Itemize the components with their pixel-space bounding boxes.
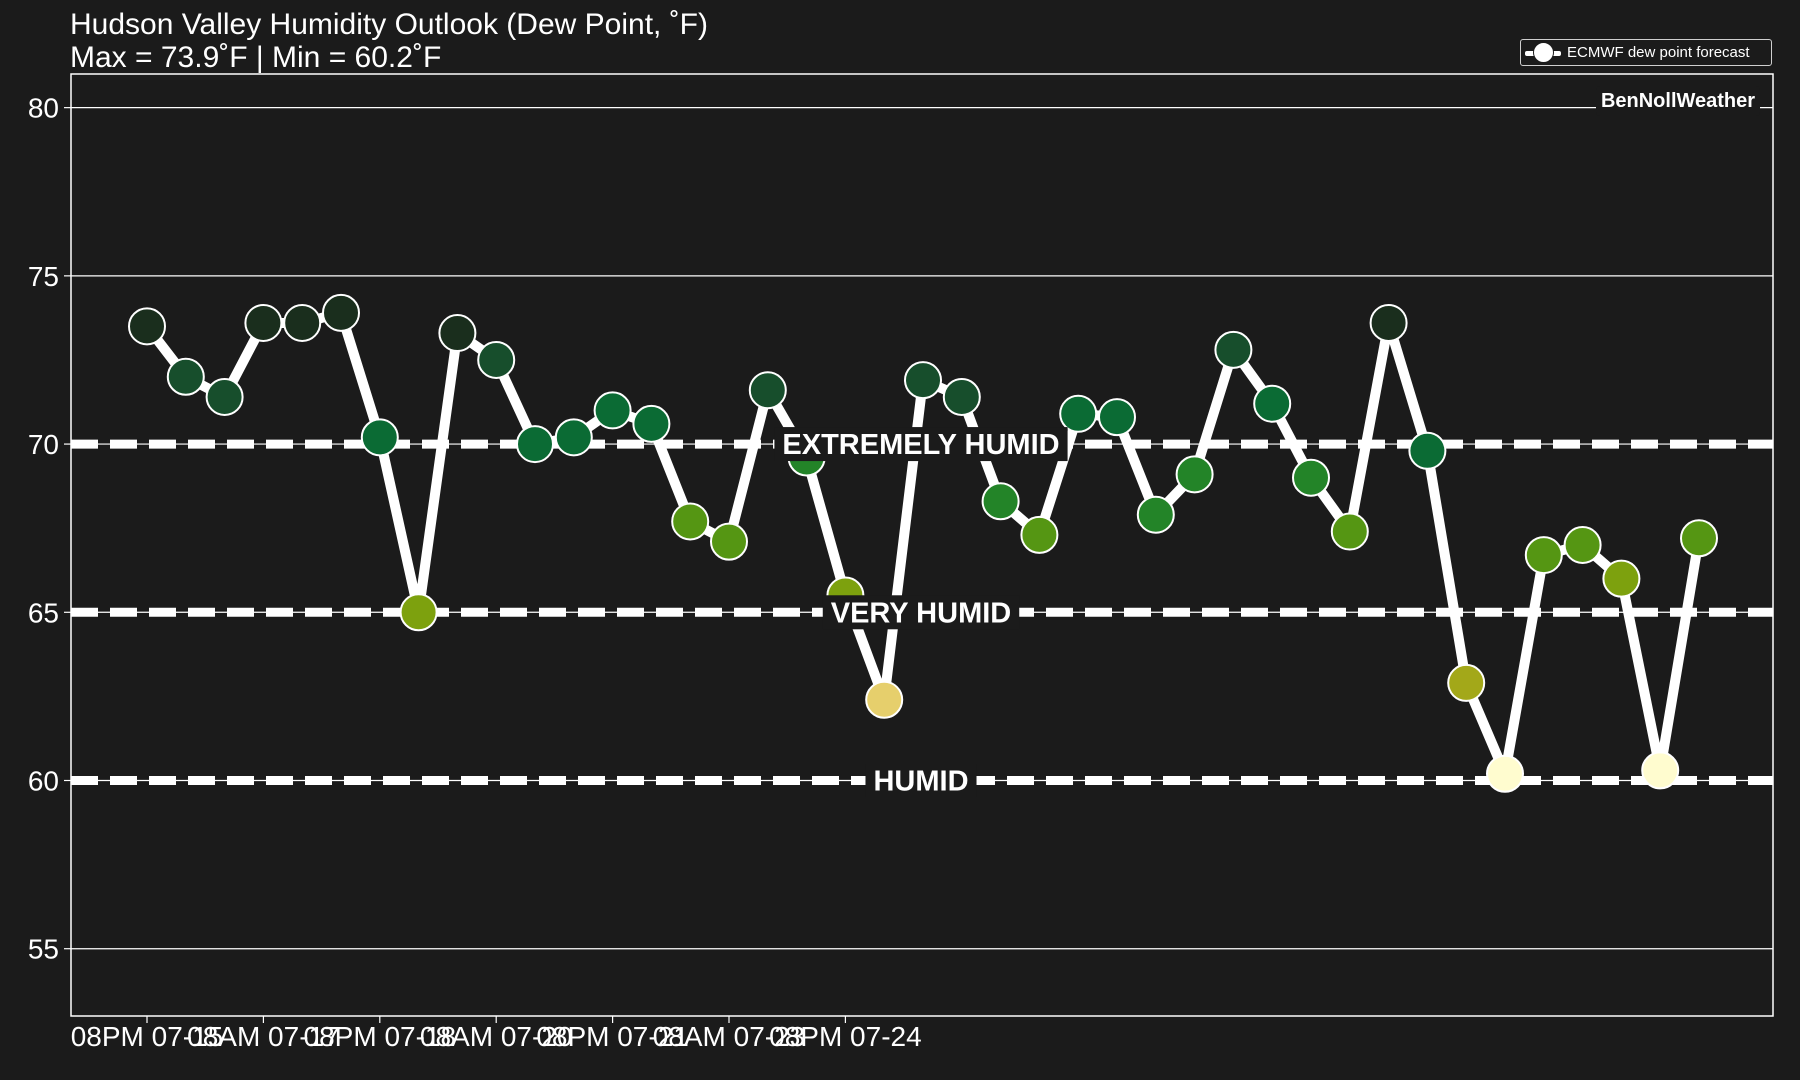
x-tick-label: 08PM 07-24	[769, 1021, 922, 1052]
data-point	[1059, 394, 1098, 433]
threshold-label: EXTREMELY HUMID	[782, 429, 1059, 461]
data-point	[322, 293, 360, 332]
data-point	[942, 377, 981, 416]
threshold-label-background	[774, 427, 1068, 462]
x-tick-label: 08AM 07-23	[653, 1021, 806, 1052]
data-point	[1680, 519, 1718, 558]
data-point	[477, 340, 516, 379]
threshold-label-background	[865, 763, 977, 798]
data-point	[593, 391, 632, 430]
x-tick-label: 08PM 07-21	[536, 1021, 689, 1052]
y-tick-label: 55	[28, 934, 59, 965]
data-point	[1524, 536, 1563, 575]
data-point	[244, 303, 283, 342]
chart-title-line2: Max = 73.9˚F | Min = 60.2˚F	[70, 41, 442, 74]
data-point	[1214, 330, 1253, 369]
data-point	[1486, 754, 1524, 793]
data-point	[205, 377, 244, 416]
legend-line-marker-icon	[1525, 41, 1561, 64]
data-point	[1136, 495, 1175, 534]
legend: ECMWF dew point forecast	[1520, 39, 1772, 66]
data-point	[632, 404, 671, 443]
data-point	[1369, 303, 1408, 342]
threshold-label: HUMID	[873, 766, 968, 798]
x-tick-label: 08PM 07-18	[304, 1021, 457, 1052]
data-point	[1330, 512, 1369, 551]
chart-title-line1: Hudson Valley Humidity Outlook (Dew Poin…	[70, 8, 708, 41]
data-point	[671, 502, 710, 541]
data-point	[1175, 455, 1214, 494]
y-tick-label: 70	[28, 429, 59, 460]
chart-title: Hudson Valley Humidity Outlook (Dew Poin…	[70, 8, 708, 74]
data-point	[904, 361, 942, 400]
x-tick-label: 08AM 07-20	[420, 1021, 573, 1052]
data-point	[1098, 398, 1136, 437]
data-point	[516, 425, 554, 464]
data-point	[1292, 458, 1330, 497]
data-point	[1602, 559, 1641, 598]
y-tick-label: 75	[28, 261, 59, 292]
watermark-label: BenNollWeather	[1596, 86, 1760, 116]
data-point	[1641, 751, 1680, 790]
data-point	[166, 357, 205, 396]
data-point	[865, 680, 904, 719]
data-point	[1408, 431, 1447, 470]
data-point	[710, 522, 748, 561]
data-point	[1020, 515, 1059, 554]
data-point	[748, 371, 787, 410]
data-point	[1253, 384, 1292, 423]
threshold-label-background	[822, 595, 1020, 630]
y-tick-label: 60	[28, 766, 59, 797]
data-point	[283, 303, 322, 342]
data-point	[981, 482, 1020, 521]
data-point	[554, 418, 593, 457]
data-point	[1447, 663, 1486, 702]
data-point	[399, 593, 438, 632]
y-tick-label: 65	[28, 597, 59, 628]
plot-frame	[70, 73, 1774, 1017]
data-point	[360, 418, 399, 457]
x-tick-label: 08PM 07-15	[71, 1021, 224, 1052]
data-point	[438, 314, 477, 353]
data-point	[128, 307, 166, 346]
data-point	[1563, 526, 1602, 564]
threshold-label: VERY HUMID	[831, 597, 1011, 629]
x-tick-label: 08AM 07-17	[187, 1021, 340, 1052]
legend-label: ECMWF dew point forecast	[1567, 44, 1750, 61]
y-tick-label: 80	[28, 93, 59, 124]
